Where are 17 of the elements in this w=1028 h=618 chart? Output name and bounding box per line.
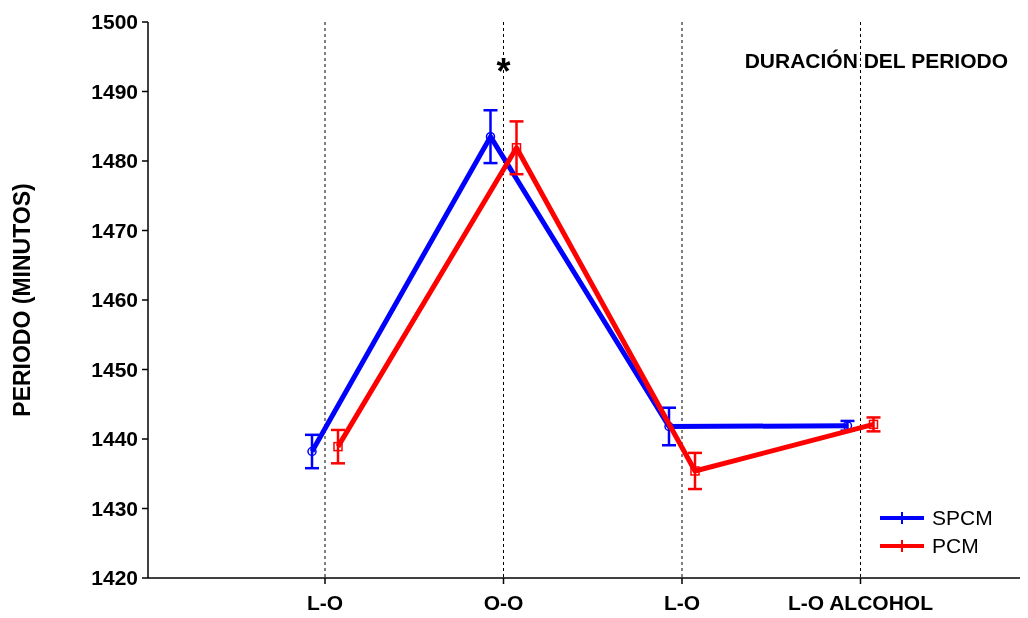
y-tick-label: 1460 — [91, 288, 138, 312]
y-tick-label: 1490 — [91, 79, 138, 103]
y-tick-label: 1480 — [91, 149, 138, 173]
x-tick-label: L-O ALCOHOL — [787, 591, 934, 614]
y-tick-label: 1440 — [91, 427, 138, 451]
x-tick-label: L-O — [306, 591, 344, 614]
y-tick-label: 1500 — [91, 10, 138, 34]
text: DURACIÓN DEL PERIODO — [744, 49, 1008, 72]
y-axis-title: PERIODO (MINUTOS) — [9, 183, 35, 417]
y-tick-label: 1430 — [91, 496, 138, 520]
y-tick-label: 1450 — [91, 357, 138, 381]
legend-label: PCM — [932, 534, 979, 558]
x-tick-label: O-O — [483, 591, 524, 614]
y-tick-label: 1420 — [91, 566, 138, 590]
y-tick-label: 1470 — [91, 218, 138, 242]
legend-label: SPCM — [932, 506, 993, 530]
x-tick-label: L-O — [663, 591, 701, 614]
